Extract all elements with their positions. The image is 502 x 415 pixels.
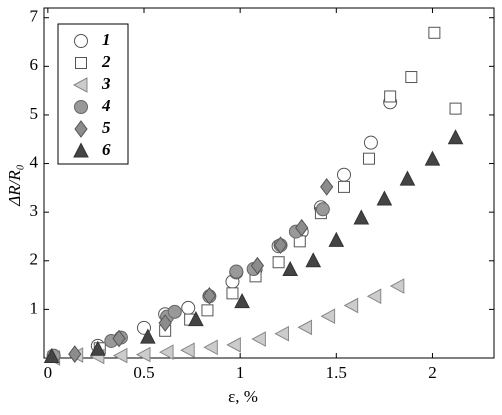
- legend-label: 5: [102, 118, 111, 137]
- legend-marker: [74, 100, 88, 114]
- legend-marker: [74, 120, 88, 138]
- marker: [188, 311, 204, 327]
- marker: [447, 129, 464, 145]
- marker: [449, 102, 462, 115]
- marker: [295, 218, 309, 237]
- marker: [180, 342, 195, 359]
- y-tick-label: 7: [30, 7, 39, 26]
- marker: [272, 256, 285, 269]
- x-tick-label: 0: [44, 363, 53, 382]
- marker: [201, 304, 214, 317]
- marker: [366, 288, 382, 305]
- marker: [328, 231, 345, 247]
- marker: [112, 329, 126, 348]
- x-tick-label: 0.5: [133, 363, 154, 382]
- marker: [229, 264, 244, 279]
- marker: [226, 287, 239, 300]
- legend-label: 4: [101, 96, 111, 115]
- marker: [399, 170, 416, 186]
- marker: [363, 135, 378, 150]
- legend-marker: [73, 142, 89, 158]
- marker: [305, 252, 322, 268]
- y-tick-label: 6: [30, 55, 39, 74]
- marker: [43, 347, 60, 364]
- marker: [282, 260, 298, 277]
- marker: [158, 314, 172, 332]
- legend-label: 3: [101, 74, 111, 93]
- marker: [226, 337, 241, 353]
- y-tick-label: 1: [30, 298, 39, 317]
- y-tick-label: 2: [30, 250, 39, 269]
- marker: [251, 331, 266, 347]
- y-tick-label: 5: [30, 104, 39, 123]
- marker: [297, 319, 313, 336]
- marker: [428, 26, 441, 39]
- marker: [424, 150, 441, 166]
- legend-box: [57, 23, 129, 165]
- marker: [68, 345, 82, 363]
- marker: [135, 346, 151, 363]
- marker: [320, 308, 336, 325]
- legend-label: 2: [101, 52, 111, 71]
- legend-marker: [72, 77, 88, 93]
- x-tick-label: 1: [236, 363, 245, 382]
- marker: [250, 256, 265, 275]
- marker: [273, 236, 288, 255]
- x-axis-label: ε, %: [228, 387, 258, 406]
- x-tick-label: 1.5: [326, 363, 347, 382]
- marker: [315, 202, 330, 217]
- marker: [159, 344, 174, 361]
- marker: [363, 152, 375, 165]
- x-tick-label: 2: [428, 363, 437, 382]
- marker: [376, 190, 393, 206]
- marker: [343, 297, 359, 314]
- marker: [140, 328, 156, 344]
- marker: [274, 325, 289, 342]
- marker: [202, 286, 217, 305]
- legend-label: 1: [102, 30, 111, 49]
- y-tick-label: 3: [30, 201, 39, 220]
- legend-label: 6: [102, 140, 111, 159]
- legend-marker: [74, 34, 88, 48]
- y-tick-label: 4: [30, 152, 39, 171]
- legend-marker: [75, 57, 87, 69]
- marker: [337, 167, 351, 182]
- marker: [338, 180, 350, 193]
- y-axis-label: ΔR/R₀: [5, 164, 24, 206]
- marker: [234, 293, 250, 309]
- marker: [90, 340, 106, 356]
- marker: [353, 209, 370, 225]
- marker: [203, 339, 218, 356]
- marker: [405, 71, 418, 84]
- marker: [389, 278, 405, 294]
- marker: [112, 347, 128, 364]
- marker: [384, 90, 397, 103]
- marker: [167, 304, 182, 319]
- marker: [181, 300, 196, 315]
- marker: [320, 178, 334, 196]
